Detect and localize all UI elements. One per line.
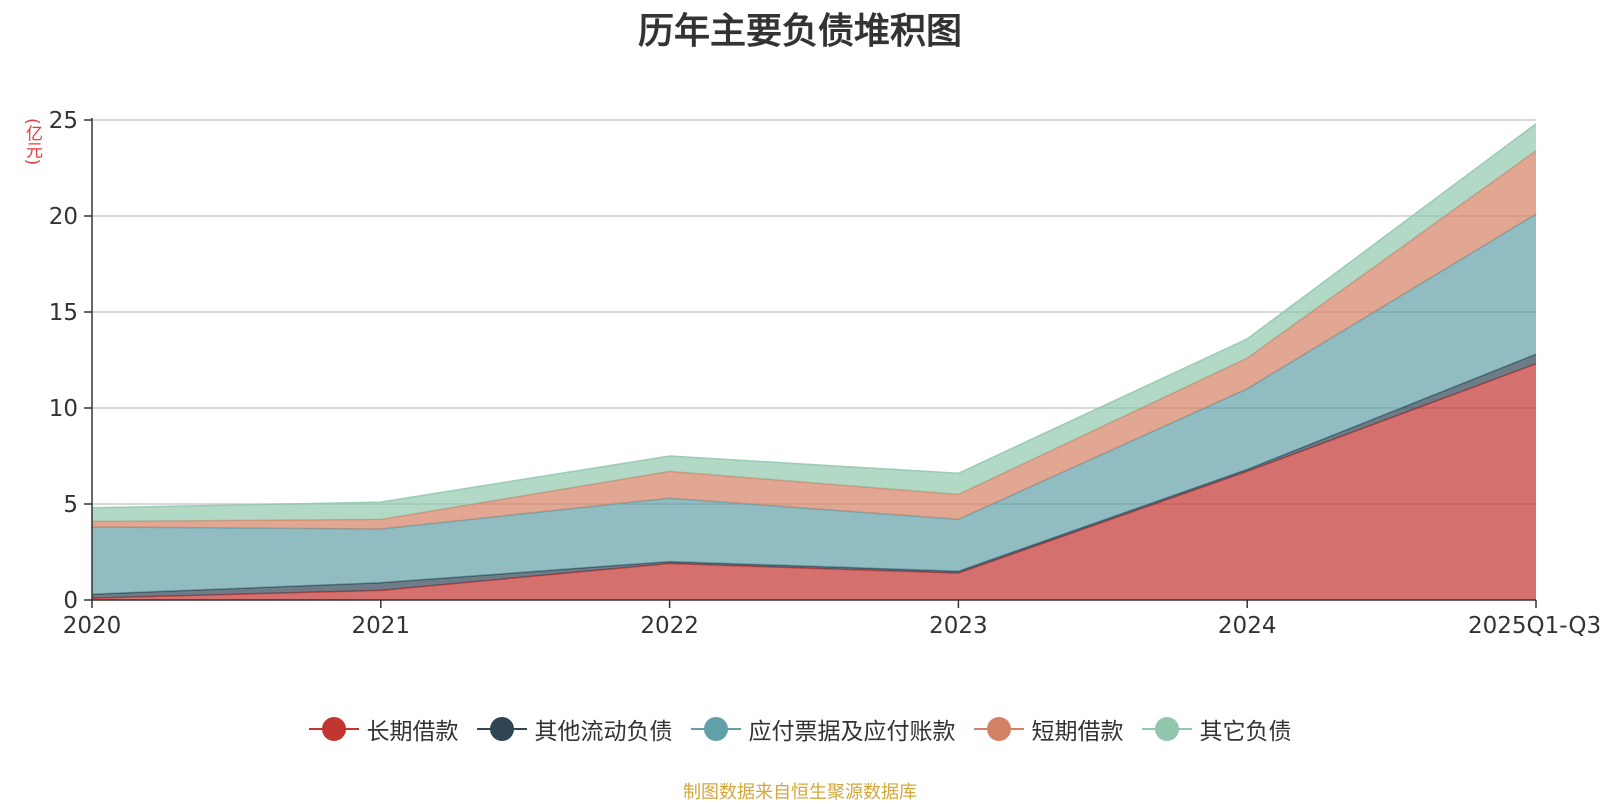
- x-tick-label: 2023: [929, 613, 988, 639]
- legend-dot: [703, 717, 728, 741]
- x-tick-label: 2024: [1218, 613, 1277, 639]
- y-tick-label: 25: [49, 108, 78, 134]
- legend-item[interactable]: 短期借款: [973, 712, 1124, 746]
- source-note: 制图数据来自恒生聚源数据库: [683, 782, 917, 803]
- legend-item[interactable]: 其它负债: [1141, 712, 1292, 746]
- legend-label: 长期借款: [366, 719, 459, 745]
- legend-dot: [321, 717, 346, 741]
- legend-label: 应付票据及应付账款: [748, 719, 956, 745]
- area-长期借款: [92, 363, 1536, 600]
- x-tick-label: 2022: [640, 613, 699, 639]
- legend-label: 其他流动负债: [534, 719, 673, 745]
- y-tick-label: 10: [49, 396, 78, 422]
- y-tick-label: 0: [63, 588, 78, 614]
- legend-swatch: [476, 717, 527, 741]
- legend-label: 其它负债: [1199, 719, 1292, 745]
- chart-title: 历年主要负债堆积图: [637, 11, 962, 52]
- x-tick-label: 2020: [63, 613, 122, 639]
- legend-item[interactable]: 长期借款: [308, 712, 459, 746]
- legend-label: 短期借款: [1031, 719, 1124, 745]
- plot-area: 0 5 10 15 20 25 2020 2021 2022 2023 2024 2025Q1-Q3: [49, 108, 1600, 639]
- legend-swatch: [973, 717, 1024, 741]
- y-axis-unit-label: (亿元): [22, 118, 42, 166]
- y-tick-label: 15: [49, 300, 78, 326]
- y-tick-label: 20: [49, 204, 78, 230]
- legend-swatch: [308, 717, 359, 741]
- legend-swatch: [690, 717, 741, 741]
- legend-dot: [1154, 717, 1179, 741]
- legend-dot: [986, 717, 1011, 741]
- legend-swatch: [1141, 717, 1192, 741]
- area-应付票据及应付账款: [92, 214, 1536, 595]
- y-tick-label: 5: [63, 492, 78, 518]
- x-tick-label: 2021: [352, 613, 411, 639]
- legend-dot: [489, 717, 514, 741]
- x-tick-label: 2025Q1-Q3: [1468, 613, 1600, 639]
- legend: 长期借款 其他流动负债 应付票据及应付账款 短期借款 其它负债: [0, 712, 1600, 746]
- axes: 0 5 10 15 20 25 2020 2021 2022 2023 2024 2025Q1-Q3: [49, 108, 1600, 639]
- area-series: [91, 123, 1537, 600]
- series-line-其它负债: [91, 123, 1537, 509]
- legend-item[interactable]: 应付票据及应付账款: [690, 712, 956, 746]
- legend-item[interactable]: 其他流动负债: [476, 712, 673, 746]
